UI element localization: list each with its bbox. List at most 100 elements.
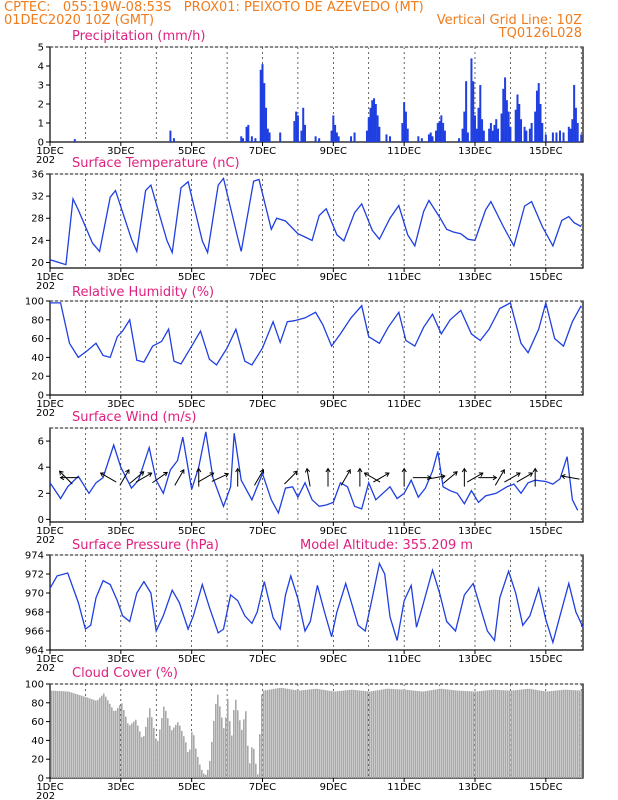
cloud-bar <box>273 688 275 778</box>
precip-bar <box>442 123 445 142</box>
wind-year-stub: 202 <box>36 535 55 546</box>
wind-vector-head <box>139 471 145 476</box>
cloud-xtick-label: 3DEC <box>107 782 134 793</box>
cloud-bar <box>99 697 101 778</box>
cloud-bar <box>353 689 355 778</box>
cloud-bar <box>465 690 467 778</box>
precip-bar <box>580 134 583 142</box>
cloud-bar <box>51 690 53 778</box>
precip-ytick-label: 2 <box>38 100 44 111</box>
precip-bar <box>350 136 353 142</box>
cloud-bar <box>477 691 479 778</box>
cloud-bar <box>165 710 167 778</box>
wind-ytick-label: 2 <box>38 489 44 500</box>
precip-bar <box>388 136 391 142</box>
cloud-bar <box>239 720 241 778</box>
precip-bar <box>507 111 510 142</box>
precip-xtick-label: 3DEC <box>107 146 134 157</box>
cloud-bar <box>497 689 499 778</box>
wind-vector <box>561 475 580 480</box>
cloud-bar <box>553 690 555 778</box>
cloud-bar <box>541 690 543 778</box>
precip-bar <box>482 130 485 142</box>
precip-bar <box>254 138 257 142</box>
cloud-bar <box>293 689 295 778</box>
cloud-bar <box>341 690 343 778</box>
cloud-bar <box>261 694 263 778</box>
cloud-bar <box>187 751 189 778</box>
cloud-bar <box>103 693 105 778</box>
cloud-bar <box>373 690 375 778</box>
wind-vector-head <box>500 468 505 474</box>
wind-vector-head <box>224 472 230 478</box>
cloud-bar <box>303 690 305 778</box>
pressure-xtick-label: 1DEC <box>36 654 63 665</box>
cloud-bar <box>355 690 357 778</box>
wind-vector <box>306 468 311 487</box>
precip-bar <box>502 88 505 142</box>
pressure-xtick-label: 15DEC <box>529 654 563 665</box>
precip-bar <box>473 115 476 142</box>
cloud-bar <box>493 689 495 778</box>
cloud-bar <box>209 760 211 778</box>
cloud-bar <box>337 691 339 778</box>
rh-xtick-label: 1DEC <box>36 399 63 410</box>
cloud-bar <box>327 690 329 778</box>
precip-bar <box>374 104 377 142</box>
cloud-bar <box>89 698 91 778</box>
cloud-bar <box>161 717 163 778</box>
cloud-bar <box>265 690 267 778</box>
wind-vector <box>494 469 505 486</box>
cloud-bar <box>573 690 575 778</box>
cloud-bar <box>155 738 157 778</box>
cloud-bar <box>309 689 311 778</box>
cloud-bar <box>567 689 569 778</box>
cloud-bar <box>325 690 327 778</box>
cloud-bar <box>431 690 433 778</box>
cloud-bar <box>333 691 335 778</box>
cloud-bar <box>195 748 197 778</box>
pressure-ytick-label: 974 <box>25 551 44 562</box>
cloud-bar <box>87 697 89 778</box>
rh-ytick-label: 60 <box>31 334 44 345</box>
precip-bar <box>250 136 253 142</box>
precip-bar <box>417 136 420 142</box>
precip-bar <box>574 107 577 142</box>
cloud-bar <box>397 689 399 778</box>
cloud-bar <box>167 718 169 778</box>
cloud-bar <box>383 689 385 778</box>
wind-vector <box>211 473 229 482</box>
wind-vector-head <box>209 472 215 477</box>
cloud-bar <box>503 690 505 778</box>
cloud-bar <box>55 690 57 778</box>
cloud-bar <box>189 749 191 778</box>
wind-vector <box>174 469 185 486</box>
precip-bar <box>318 138 321 142</box>
precip-bar <box>431 136 434 142</box>
cloud-bar <box>185 742 187 778</box>
cloud-bar <box>255 763 257 778</box>
rh-xtick-label: 3DEC <box>107 399 134 410</box>
cloud-bar <box>377 690 379 778</box>
precip-bar <box>569 128 572 142</box>
cloud-bar <box>559 690 561 778</box>
cloud-bar <box>447 689 449 778</box>
precip-bar <box>458 138 461 142</box>
cloud-bar <box>483 690 485 778</box>
precip-bar <box>406 128 409 142</box>
cloud-bar <box>149 708 151 778</box>
precip-bar <box>334 124 337 142</box>
header-location: CPTEC: 055:19W-08:53S PROX01: PEIXOTO DE… <box>4 0 424 15</box>
wind-vector <box>100 472 117 483</box>
temp-xtick-label: 11DEC <box>387 272 421 283</box>
cloud-bar <box>171 730 173 778</box>
precip-bar <box>435 130 438 142</box>
wind-title: Surface Wind (m/s) <box>72 410 197 425</box>
cloud-bar <box>581 690 583 778</box>
cloud-bar <box>77 694 79 778</box>
cloud-ytick-label: 40 <box>31 736 44 747</box>
wind-vector-head <box>363 472 369 477</box>
temp-ytick-label: 24 <box>31 236 44 247</box>
temp-xtick-label: 7DEC <box>249 272 276 283</box>
